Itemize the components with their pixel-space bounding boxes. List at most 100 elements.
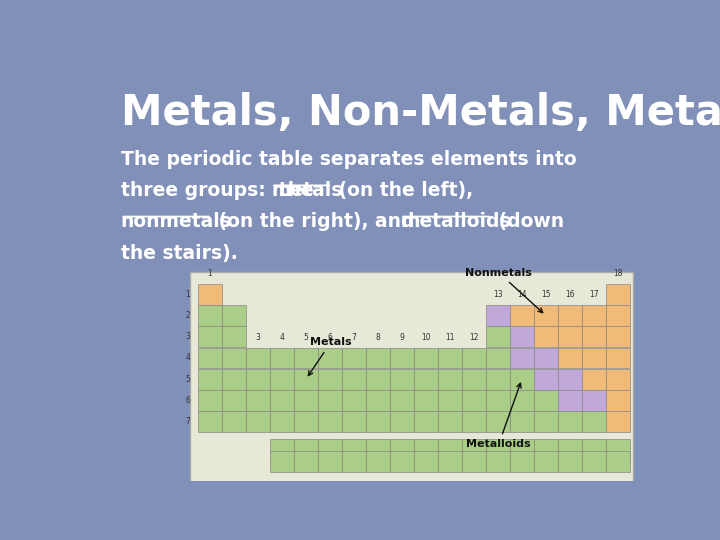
FancyBboxPatch shape [198,390,222,411]
FancyBboxPatch shape [510,411,534,432]
FancyBboxPatch shape [438,451,462,472]
FancyBboxPatch shape [222,369,246,389]
Text: 17: 17 [589,291,599,299]
FancyBboxPatch shape [366,348,390,368]
FancyBboxPatch shape [534,369,557,389]
FancyBboxPatch shape [534,348,557,368]
FancyBboxPatch shape [486,438,510,460]
FancyBboxPatch shape [294,348,318,368]
FancyBboxPatch shape [342,438,366,460]
FancyBboxPatch shape [486,348,510,368]
FancyBboxPatch shape [366,438,390,460]
FancyBboxPatch shape [510,451,534,472]
Text: 4: 4 [279,333,284,342]
FancyBboxPatch shape [414,348,438,368]
FancyBboxPatch shape [606,390,629,411]
FancyBboxPatch shape [462,348,485,368]
FancyBboxPatch shape [438,390,462,411]
FancyBboxPatch shape [558,305,582,326]
FancyBboxPatch shape [558,390,582,411]
FancyBboxPatch shape [558,411,582,432]
FancyBboxPatch shape [582,438,606,460]
Text: Metals, Non-Metals, Metalloids: Metals, Non-Metals, Metalloids [121,92,720,134]
FancyBboxPatch shape [270,438,294,460]
FancyBboxPatch shape [270,411,294,432]
FancyBboxPatch shape [246,369,270,389]
FancyBboxPatch shape [390,451,414,472]
FancyBboxPatch shape [270,369,294,389]
FancyBboxPatch shape [294,369,318,389]
FancyBboxPatch shape [366,411,390,432]
FancyBboxPatch shape [606,326,629,347]
Text: three groups:  the: three groups: the [121,181,320,200]
FancyBboxPatch shape [222,390,246,411]
FancyBboxPatch shape [558,451,582,472]
FancyBboxPatch shape [510,390,534,411]
FancyBboxPatch shape [294,390,318,411]
Text: 3: 3 [185,332,190,341]
FancyBboxPatch shape [198,305,222,326]
FancyBboxPatch shape [486,326,510,347]
FancyBboxPatch shape [414,390,438,411]
FancyBboxPatch shape [462,390,485,411]
Text: 1: 1 [185,290,190,299]
FancyBboxPatch shape [318,438,342,460]
FancyBboxPatch shape [246,348,270,368]
Text: 10: 10 [421,333,431,342]
FancyBboxPatch shape [198,369,222,389]
FancyBboxPatch shape [366,369,390,389]
FancyBboxPatch shape [606,438,629,460]
FancyBboxPatch shape [462,411,485,432]
Text: Nonmetals: Nonmetals [465,268,543,313]
FancyBboxPatch shape [222,411,246,432]
Text: 6: 6 [328,333,333,342]
Text: 3: 3 [256,333,261,342]
FancyBboxPatch shape [606,284,629,305]
FancyBboxPatch shape [582,348,606,368]
FancyBboxPatch shape [438,438,462,460]
FancyBboxPatch shape [318,411,342,432]
FancyBboxPatch shape [390,438,414,460]
Text: Metals: Metals [308,338,351,375]
FancyBboxPatch shape [294,438,318,460]
FancyBboxPatch shape [486,411,510,432]
Text: 5: 5 [185,375,190,383]
Text: metals: metals [271,181,343,200]
FancyBboxPatch shape [606,369,629,389]
FancyBboxPatch shape [486,390,510,411]
FancyBboxPatch shape [462,369,485,389]
Text: 6: 6 [185,396,190,405]
FancyBboxPatch shape [342,451,366,472]
FancyBboxPatch shape [510,348,534,368]
Text: 8: 8 [376,333,380,342]
FancyBboxPatch shape [462,438,485,460]
FancyBboxPatch shape [582,326,606,347]
FancyBboxPatch shape [270,451,294,472]
FancyBboxPatch shape [558,438,582,460]
FancyBboxPatch shape [246,390,270,411]
FancyBboxPatch shape [606,305,629,326]
FancyBboxPatch shape [486,305,510,326]
FancyBboxPatch shape [222,326,246,347]
FancyBboxPatch shape [438,411,462,432]
FancyBboxPatch shape [558,326,582,347]
FancyBboxPatch shape [510,305,534,326]
FancyBboxPatch shape [582,390,606,411]
Text: the stairs).: the stairs). [121,244,238,262]
Text: The periodic table separates elements into: The periodic table separates elements in… [121,150,576,169]
Text: 1: 1 [207,269,212,278]
FancyBboxPatch shape [366,390,390,411]
Text: (down: (down [492,212,564,232]
FancyBboxPatch shape [510,369,534,389]
FancyBboxPatch shape [486,451,510,472]
FancyBboxPatch shape [390,369,414,389]
FancyBboxPatch shape [582,411,606,432]
FancyBboxPatch shape [606,348,629,368]
Text: 7: 7 [185,417,190,426]
Text: 14: 14 [517,291,527,299]
Text: 15: 15 [541,291,551,299]
Text: 9: 9 [400,333,405,342]
Text: 12: 12 [469,333,479,342]
FancyBboxPatch shape [342,348,366,368]
FancyBboxPatch shape [390,390,414,411]
